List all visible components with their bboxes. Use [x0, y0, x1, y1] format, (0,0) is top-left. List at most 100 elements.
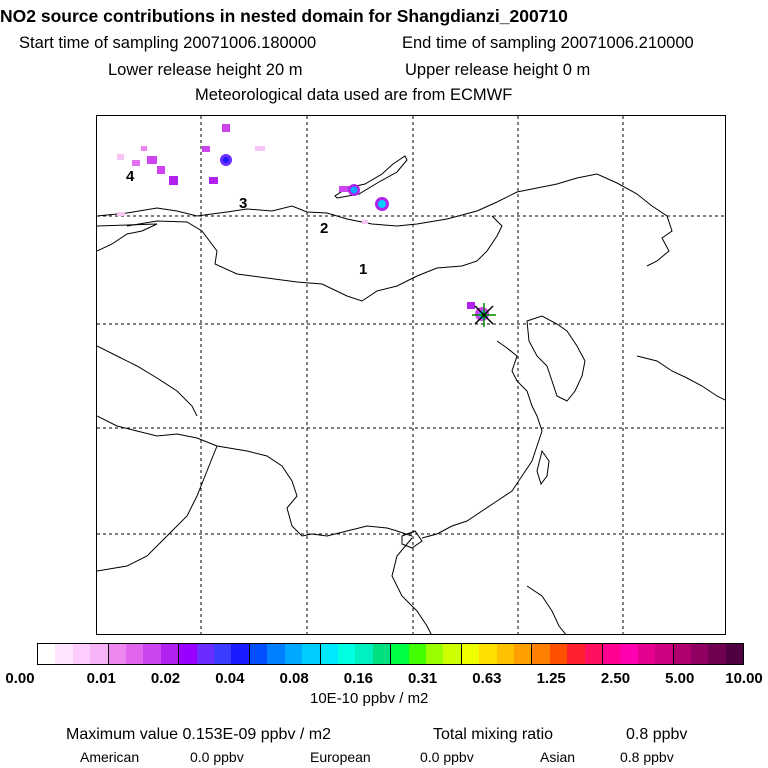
region-label-2: 2 — [320, 220, 329, 237]
region-label-3: 3 — [239, 195, 248, 212]
region-label-4: 4 — [126, 168, 135, 185]
plume-cell — [132, 160, 140, 166]
colorbar-cell — [603, 644, 621, 664]
colorbar-cell — [55, 644, 73, 664]
map-panel: 1 2 3 4 — [96, 115, 726, 635]
colorbar-tick-label: 0.16 — [343, 670, 373, 687]
colorbar-tick-label: 1.25 — [536, 670, 566, 687]
colorbar-cell — [320, 644, 338, 664]
plume-cell — [362, 220, 368, 224]
mongolia-china-border — [126, 215, 503, 302]
colorbar-tick-label: 0.63 — [472, 670, 502, 687]
colorbar-tick-label: 0.02 — [150, 670, 181, 687]
american-value: 0.0 ppbv — [190, 749, 244, 765]
colorbar-cell — [196, 644, 215, 664]
colorbar-tick-label: 2.50 — [600, 670, 631, 687]
colorbar-cell — [584, 644, 603, 664]
plume-cell — [147, 156, 157, 164]
plume-cell — [223, 157, 229, 163]
colorbar-cell — [391, 644, 409, 664]
colorbar-cell — [620, 644, 638, 664]
station-marker — [472, 303, 496, 327]
plume-cell — [222, 124, 230, 132]
colorbar-cell — [496, 644, 514, 664]
colorbar — [37, 643, 744, 665]
plume-cell — [209, 177, 218, 184]
colorbar-cell — [372, 644, 392, 664]
colorbar-cell — [567, 644, 585, 664]
colorbar-cell — [267, 644, 285, 664]
concentration-plumes — [117, 124, 489, 321]
max-value-label: Maximum value 0.153E-09 ppbv / m2 — [66, 726, 332, 743]
colorbar-cell — [72, 644, 91, 664]
colorbar-cell — [231, 644, 250, 664]
colorbar-cell — [337, 644, 356, 664]
colorbar-cell — [143, 644, 161, 664]
china-south-border — [97, 415, 413, 537]
hainan — [401, 530, 423, 549]
colorbar-cell — [673, 644, 692, 664]
plume-cell — [117, 212, 125, 216]
end-time-label: End time of sampling 20071006.210000 — [402, 34, 694, 52]
plume-cell — [467, 302, 475, 309]
plume-cell — [141, 146, 147, 151]
colorbar-cell — [214, 644, 232, 664]
philippines — [526, 585, 567, 634]
colorbar-tick-label: 0.08 — [279, 670, 309, 687]
start-time-label: Start time of sampling 20071006.180000 — [19, 34, 317, 52]
colorbar-cell — [160, 644, 180, 664]
plume-cell — [157, 166, 165, 174]
colorbar-cell — [408, 644, 426, 664]
colorbar-cell — [284, 644, 303, 664]
european-label: European — [310, 749, 371, 765]
colorbar-tick-label: 5.00 — [665, 670, 695, 687]
european-value: 0.0 ppbv — [420, 749, 474, 765]
colorbar-cell — [425, 644, 444, 664]
colorbar-units: 10E-10 ppbv / m2 — [310, 690, 429, 707]
asian-label: Asian — [540, 749, 576, 765]
plume-cell — [339, 186, 349, 192]
colorbar-cell — [691, 644, 709, 664]
colorbar-tick-label: 10.00 — [725, 670, 763, 687]
region-label-1: 1 — [359, 261, 368, 278]
colorbar-cell — [443, 644, 462, 664]
colorbar-cell — [513, 644, 533, 664]
colorbar-tick-label: 0.01 — [86, 670, 116, 687]
colorbar-tick-label: 0.00 — [5, 670, 35, 687]
met-data-label: Meteorological data used are from ECMWF — [195, 86, 513, 104]
east-coast — [421, 340, 543, 539]
india-border — [97, 345, 198, 417]
colorbar-cell — [355, 644, 373, 664]
colorbar-cell — [126, 644, 144, 664]
plume-cell — [202, 146, 210, 152]
china-west-border — [97, 223, 158, 252]
grid-lines — [97, 116, 725, 634]
lower-release-label: Lower release height 20 m — [108, 61, 303, 79]
colorbar-cell — [461, 644, 480, 664]
colorbar-tick-label: 0.04 — [215, 670, 245, 687]
colorbar-cell — [637, 644, 656, 664]
plume-cell — [350, 186, 358, 194]
colorbar-cell — [708, 644, 726, 664]
asian-value: 0.8 ppbv — [620, 749, 674, 765]
plume-cell — [378, 200, 386, 208]
colorbar-cell — [549, 644, 568, 664]
mongolia-russia-border — [97, 173, 673, 267]
colorbar-cell — [108, 644, 127, 664]
plume-cell — [169, 176, 178, 185]
colorbar-cell — [302, 644, 321, 664]
colorbar-cell — [179, 644, 197, 664]
american-label: American — [80, 749, 140, 765]
japan-coast — [636, 355, 725, 401]
plot-title: NO2 source contributions in nested domai… — [0, 6, 568, 26]
colorbar-cell — [655, 644, 674, 664]
colorbar-cell — [90, 644, 109, 664]
indochina-coast — [391, 537, 432, 634]
colorbar-cell — [479, 644, 497, 664]
colorbar-cell — [38, 644, 56, 664]
korea-coast — [526, 315, 586, 402]
upper-release-label: Upper release height 0 m — [405, 61, 591, 79]
taiwan — [536, 449, 550, 486]
colorbar-cell — [532, 644, 550, 664]
map-canvas — [97, 116, 725, 634]
